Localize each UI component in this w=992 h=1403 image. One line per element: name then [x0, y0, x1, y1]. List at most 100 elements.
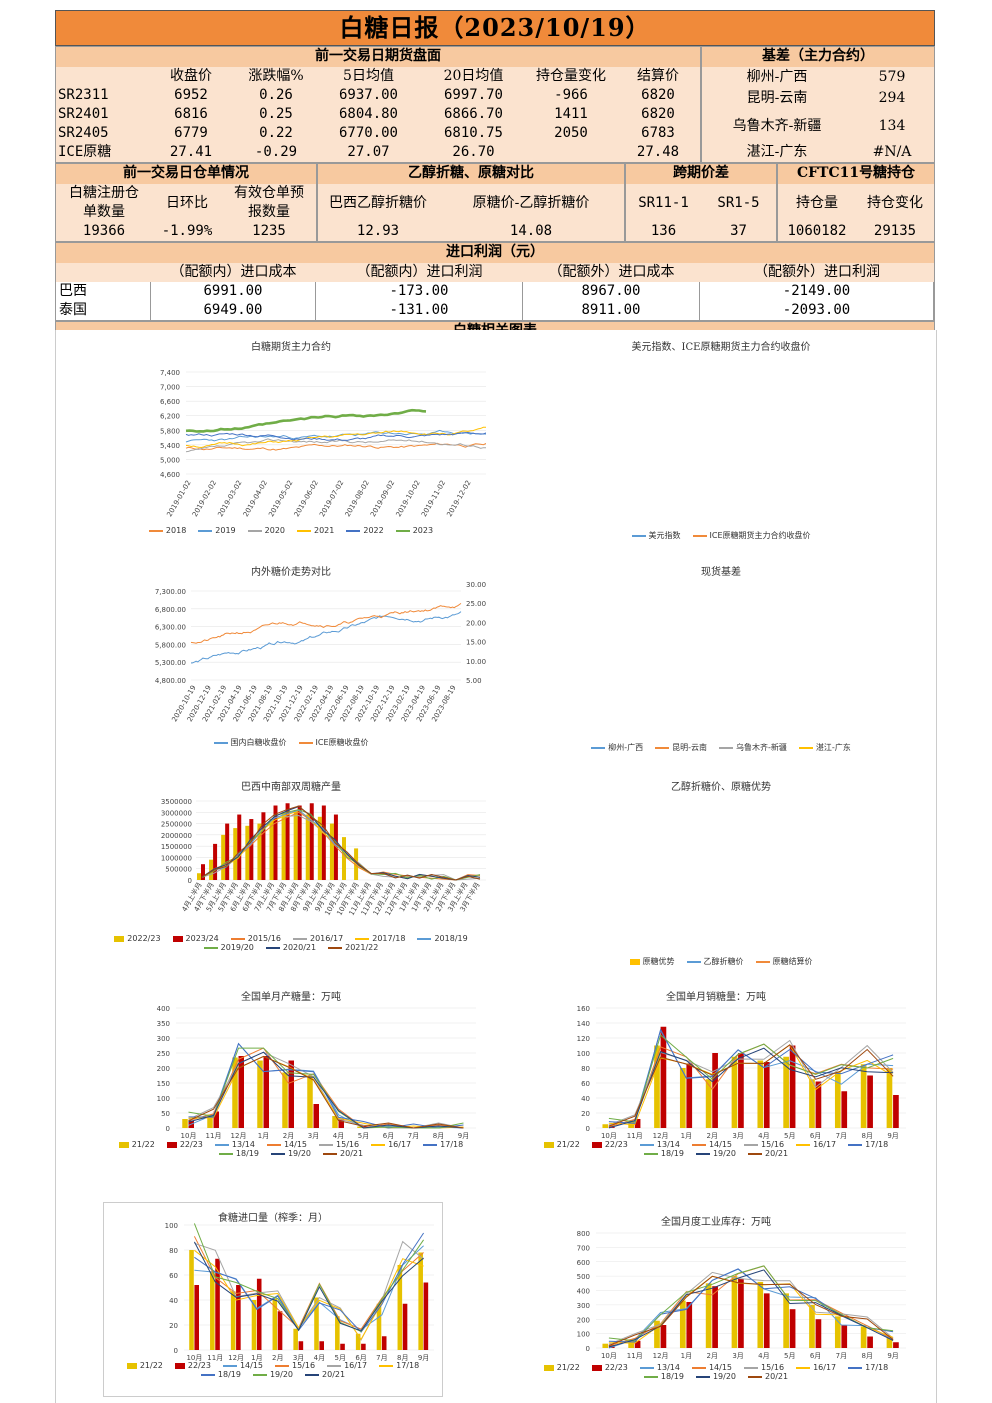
legend-item: 22/23 — [166, 1140, 203, 1149]
futures-panel: 前一交易日期货盘面 收盘价 涨跌幅% 5日均值 20日均值 持仓量变化 结算价 … — [55, 46, 701, 163]
y-tick-label: 4,600 — [160, 471, 180, 479]
bar — [376, 1303, 382, 1350]
import-row: 巴西 6991.00 -173.00 8967.00 -2149.00 — [56, 282, 934, 301]
chart-title: 全国单月产糖量：万吨 — [241, 992, 341, 1003]
bar — [357, 1126, 363, 1128]
legend-label: 2023/24 — [185, 934, 219, 943]
legend-swatch — [848, 1366, 863, 1369]
bar — [207, 1114, 213, 1128]
y-tick-label: 7,400 — [160, 369, 180, 377]
chart-svg: 6004002000-200-4002022年10月19日2022年11月19日… — [526, 555, 916, 755]
legend-item: 原糖结算价 — [755, 957, 813, 966]
series-line — [608, 1271, 894, 1345]
bar — [281, 812, 286, 880]
y-tick-label: 140 — [577, 1020, 590, 1028]
bar — [815, 1081, 822, 1128]
legend-label: 15/16 — [292, 1361, 316, 1370]
legend-label: 国内白糖收盘价 — [230, 738, 287, 747]
bar — [213, 1111, 219, 1128]
legend-swatch — [247, 529, 262, 532]
legend-item: 2019/20 — [203, 943, 254, 952]
legend-item: 2019 — [198, 526, 236, 535]
y-tick-label: 60 — [581, 1080, 590, 1088]
legend-item: 14/15 — [266, 1140, 307, 1149]
report-title: 白糖日报（2023/10/19） — [55, 10, 935, 46]
legend-item: 柳州-广西 — [591, 743, 643, 752]
legend-label: 湛江-广东 — [815, 743, 851, 752]
y-tick-label: 6,300.00 — [155, 624, 186, 632]
bar — [215, 1258, 220, 1350]
futures-cell: 6820 — [641, 87, 675, 103]
bar — [237, 814, 242, 880]
y-tick-label: 30.00 — [466, 581, 486, 589]
x-tick-label: 6月 — [810, 1352, 821, 1360]
chart-svg: 3500000 3000000 2500000 2000000 1500000 10000… — [161, 798, 486, 917]
y-tick-label: 60 — [169, 1272, 178, 1280]
legend-label: 18/19 — [235, 1149, 259, 1158]
bar — [189, 1250, 194, 1350]
legend-item: 2021 — [297, 526, 334, 535]
chart-svg: 800 700 600 500 400 300 200 100 0 10月 11月 12月 1月 2月 3月… — [577, 1230, 906, 1360]
legend-item: 17/18 — [423, 1140, 463, 1149]
legend-item: 2018/19 — [417, 934, 468, 943]
legend-label: 原糖优势 — [642, 957, 675, 966]
bar — [245, 825, 250, 880]
legend-item: 2022 — [346, 526, 384, 535]
x-tick-label: 2019-08-02 — [344, 479, 371, 518]
x-tick-label: 12月 — [653, 1352, 669, 1360]
series-line — [185, 438, 486, 453]
legend-item: 2020 — [247, 526, 285, 535]
series-line — [608, 1044, 894, 1127]
y-tick-label: 40 — [169, 1297, 178, 1305]
chart-legend: 2022/23 2023/24 2015/16 2016/17 2017/18 2018/… — [96, 934, 486, 952]
import-cell: -2149.00 — [700, 282, 934, 301]
y-tick-label: 5,800.00 — [155, 641, 186, 649]
y-tick-label: 20 — [581, 1110, 590, 1118]
legend-swatch — [591, 1141, 602, 1148]
legend-label: 17/18 — [865, 1140, 889, 1149]
y-tick-label: 150 — [157, 1080, 170, 1088]
chart-svg: 30.0025.0020.0015.0010.005.000.0015.0010… — [526, 770, 916, 970]
cftc-panel: CFTC11号糖持仓 持仓量 持仓变化 1060182 29135 — [777, 163, 935, 242]
second-band: 前一交易日仓单情况 白糖注册仓 单数量 日环比 有效仓单预 报数量 19366 … — [55, 163, 935, 242]
legend-label: 20/21 — [765, 1372, 789, 1381]
bar — [236, 1285, 241, 1350]
legend-item: 20/21 — [305, 1370, 345, 1379]
legend-item: 16/17 — [796, 1363, 836, 1372]
import-cell: -2093.00 — [700, 301, 934, 320]
x-tick-label: 2019-07-02 — [318, 479, 345, 518]
legend-label: 22/23 — [187, 1361, 211, 1370]
bar — [335, 1316, 340, 1350]
legend-swatch — [297, 529, 311, 532]
futures-cell: 6783 — [641, 125, 675, 141]
y-tick-label: 0 — [586, 1345, 590, 1353]
y-tick-label: 25.00 — [466, 600, 486, 608]
x-tick-label: 1月 — [258, 1132, 269, 1140]
chart-c6: 乙醇折糖价、原糖优势30.0025.0020.0015.0010.005.000… — [526, 770, 916, 970]
chart-legend: 国内白糖收盘价 ICE原糖收盘价 — [96, 737, 486, 748]
futures-contract: SR2405 — [58, 125, 109, 141]
legend-swatch — [755, 960, 770, 963]
bar — [317, 816, 322, 880]
legend-swatch — [323, 1152, 338, 1155]
futures-cell: 6810.75 — [443, 125, 503, 141]
bar — [263, 1056, 269, 1128]
y-tick-label: 200 — [577, 1316, 590, 1324]
x-tick-label: 10月 — [181, 1132, 197, 1140]
legend-swatch — [691, 1366, 706, 1369]
spread-11-1-value: 136 — [650, 223, 677, 239]
warehouse-registered-value: 19366 — [82, 223, 126, 239]
chart-c4: 现货基差6004002000-200-4002022年10月19日2022年11… — [526, 555, 916, 755]
legend-item: ICE原糖期货主力合约收盘价 — [692, 531, 811, 540]
chart-c3: 内外糖价走势对比 7,300.00 6,800.00 6,300.00 5,800.00… — [96, 555, 486, 755]
futures-cell: -966 — [554, 87, 588, 103]
bar — [660, 1325, 667, 1348]
legend-label: 16/17 — [813, 1140, 837, 1149]
bar — [269, 819, 274, 880]
bar — [194, 1285, 199, 1350]
legend-label: 21/22 — [556, 1140, 580, 1149]
y-tick-label: 100 — [577, 1331, 590, 1339]
chart-svg: 7,300.00 6,800.00 6,300.00 5,800.00 5,300.00… — [155, 581, 486, 723]
legend-label: 18/19 — [660, 1372, 684, 1381]
basis-row: 昆明-云南 294 — [702, 88, 934, 109]
